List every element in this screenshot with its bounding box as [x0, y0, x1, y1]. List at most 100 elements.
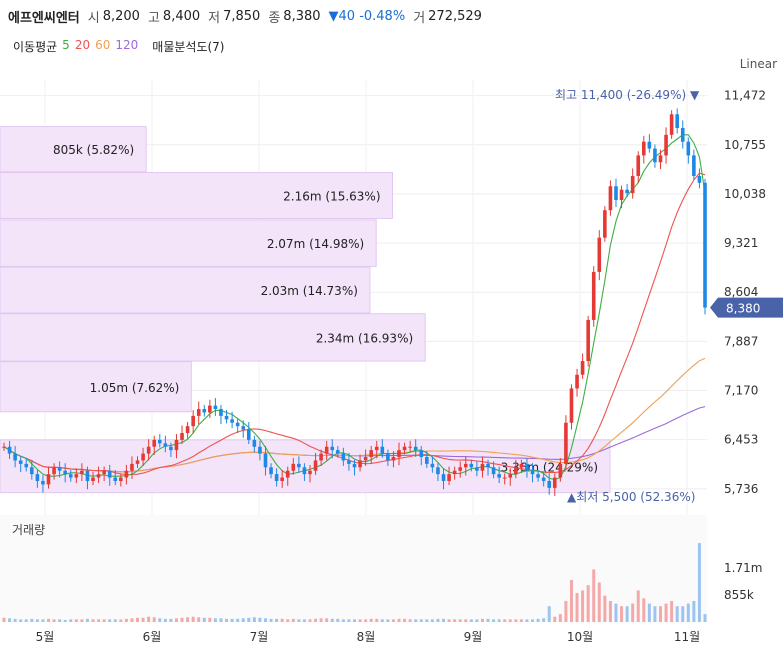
candle [241, 420, 246, 438]
volume-profile-label: 1.05m (7.62%) [90, 381, 180, 395]
candle-body [241, 426, 246, 430]
current-price-badge [710, 297, 783, 318]
ma-label[interactable]: 이동평균 [13, 40, 58, 54]
ma-20[interactable]: 20 [74, 38, 91, 52]
volume-bar [703, 614, 707, 622]
volume-panel-bg [0, 515, 707, 622]
candle-body [141, 453, 145, 461]
volume-bar [519, 619, 523, 622]
y-tick-label: 7,170 [724, 384, 758, 398]
volume-bar [647, 603, 651, 622]
candle [430, 456, 435, 473]
candle-body [391, 457, 396, 461]
candle-body [658, 155, 663, 163]
candle [252, 435, 257, 453]
volume-bar [319, 618, 323, 622]
candle [625, 183, 629, 198]
candle [419, 446, 424, 466]
candle [163, 435, 168, 453]
close-value: 8,380 [283, 8, 321, 24]
volume-bar [225, 618, 229, 622]
candle-body [580, 361, 585, 375]
candle-body [397, 450, 401, 458]
volume-bar [124, 618, 128, 622]
candle-body [491, 467, 496, 475]
candle-body [441, 474, 446, 482]
candle [519, 459, 524, 473]
volume-bar [330, 618, 334, 622]
volume-bar [325, 618, 329, 622]
volume-bar [492, 619, 496, 622]
candle [341, 447, 346, 466]
candle [135, 456, 140, 468]
volume-bar [375, 618, 379, 622]
volume-bar [230, 618, 234, 622]
candle [608, 180, 613, 216]
candle [569, 384, 574, 430]
candle-body [669, 114, 674, 135]
candle-body [102, 470, 106, 475]
volume-bar [558, 614, 562, 622]
volume-bar [158, 618, 162, 622]
x-tick-label: 7월 [250, 630, 269, 644]
candle-body [169, 446, 173, 451]
volume-profile-bar [0, 313, 426, 362]
candle-body [374, 446, 379, 451]
volume-bar [308, 619, 312, 622]
candle [591, 266, 596, 327]
candle-body [514, 467, 518, 475]
y-tick-label: 7,887 [724, 334, 758, 348]
volume-bar [119, 619, 123, 622]
candle-body [575, 374, 579, 389]
candle-body [330, 446, 335, 451]
candle [380, 439, 385, 458]
volume-bar [536, 618, 540, 622]
candle [18, 456, 23, 473]
ma-60[interactable]: 60 [95, 38, 111, 52]
candle [497, 466, 501, 484]
volume-bar [41, 619, 45, 622]
ma-120[interactable]: 120 [115, 38, 139, 52]
candle-body [52, 467, 56, 475]
volume-bar [597, 582, 601, 622]
volume-bar [102, 619, 106, 622]
volume-bar [486, 618, 490, 622]
candle-body [642, 141, 646, 156]
candle-body [647, 141, 652, 149]
candle [274, 468, 279, 487]
candle [96, 466, 101, 484]
candle [169, 442, 173, 458]
y-tick-label: 9,321 [724, 236, 758, 250]
scale-toggle[interactable]: Linear [739, 57, 777, 71]
volume-profile-label[interactable]: 매물분석도(7) [152, 40, 225, 54]
volume-bar [280, 618, 284, 622]
candle-body [480, 463, 485, 471]
candle-body [196, 409, 201, 416]
candle-body [603, 210, 607, 238]
candle [2, 442, 6, 451]
candle [441, 468, 446, 490]
volume-bar [113, 619, 117, 622]
volume-bar [252, 617, 256, 622]
volume-bar [286, 619, 290, 622]
volume-bar [130, 618, 134, 622]
candle-body [497, 474, 501, 478]
candle-body [608, 186, 613, 211]
volume-bar [269, 618, 273, 622]
candle [224, 410, 229, 424]
volume-bar [202, 617, 206, 622]
candle [330, 439, 335, 459]
candle-body [425, 457, 429, 464]
volume-bar [514, 619, 518, 622]
candle-body [174, 439, 179, 451]
candle-body [13, 453, 17, 461]
ma-5[interactable]: 5 [62, 38, 70, 52]
candle [452, 466, 457, 480]
candle [669, 110, 674, 139]
candle [580, 353, 585, 379]
volume-bar [174, 618, 178, 622]
volume-profile-bar [0, 126, 147, 173]
candle [447, 466, 451, 486]
candle-body [475, 467, 479, 471]
